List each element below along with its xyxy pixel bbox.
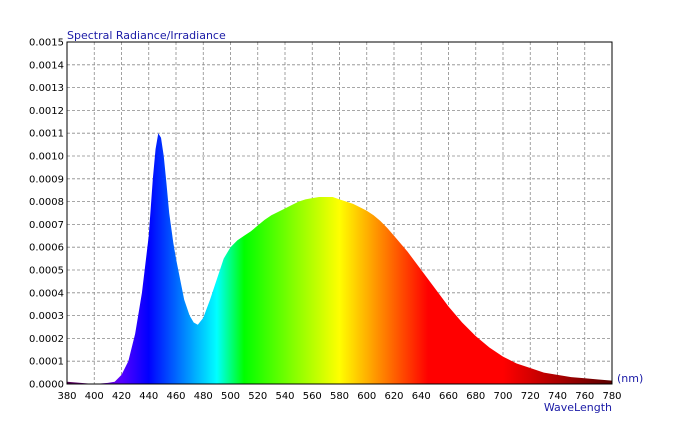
x-tick-label: 600 [357,391,376,402]
x-tick-label: 680 [466,391,485,402]
x-tick-label: 700 [493,391,512,402]
y-tick-label: 0.0000 [29,380,64,391]
chart-title: Spectral Radiance/Irradiance [67,29,226,42]
y-axis-ticks: 0.0000 0.0001 0.0002 0.0003 0.0004 0.0005 0.00… [29,38,64,391]
x-tick-label: 420 [112,391,131,402]
y-tick-label: 0.0002 [29,334,64,345]
x-axis-unit: (nm) [617,372,643,385]
x-tick-label: 520 [248,391,267,402]
y-tick-label: 0.0008 [29,197,64,208]
y-tick-label: 0.0012 [29,106,64,117]
x-tick-label: 380 [57,391,76,402]
x-tick-label: 620 [384,391,403,402]
x-tick-label: 460 [166,391,185,402]
y-tick-label: 0.0007 [29,220,64,231]
x-tick-label: 760 [575,391,594,402]
y-tick-label: 0.0004 [29,288,64,299]
y-tick-label: 0.0011 [29,129,64,140]
x-tick-label: 480 [194,391,213,402]
spectrum-area [67,133,612,384]
y-tick-label: 0.0001 [29,357,64,368]
y-tick-label: 0.0006 [29,243,64,254]
x-tick-label: 660 [439,391,458,402]
x-tick-label: 580 [330,391,349,402]
y-tick-label: 0.0014 [29,60,64,71]
x-tick-label: 440 [139,391,158,402]
x-axis-label: WaveLength [544,401,612,414]
x-tick-label: 540 [275,391,294,402]
y-tick-label: 0.0005 [29,266,64,277]
y-tick-label: 0.0003 [29,311,64,322]
y-tick-label: 0.0015 [29,38,64,49]
x-tick-label: 740 [548,391,567,402]
x-tick-label: 720 [521,391,540,402]
x-axis-ticks: 380 400 420 440 460 480 500 520 540 560 580 600 620 6… [57,391,621,402]
x-tick-label: 500 [221,391,240,402]
x-tick-label: 780 [602,391,621,402]
y-tick-label: 0.0013 [29,83,64,94]
y-tick-label: 0.0010 [29,152,64,163]
x-tick-label: 400 [85,391,104,402]
x-tick-label: 640 [412,391,431,402]
x-tick-label: 560 [303,391,322,402]
y-tick-label: 0.0009 [29,174,64,185]
plot-frame [66,41,613,385]
